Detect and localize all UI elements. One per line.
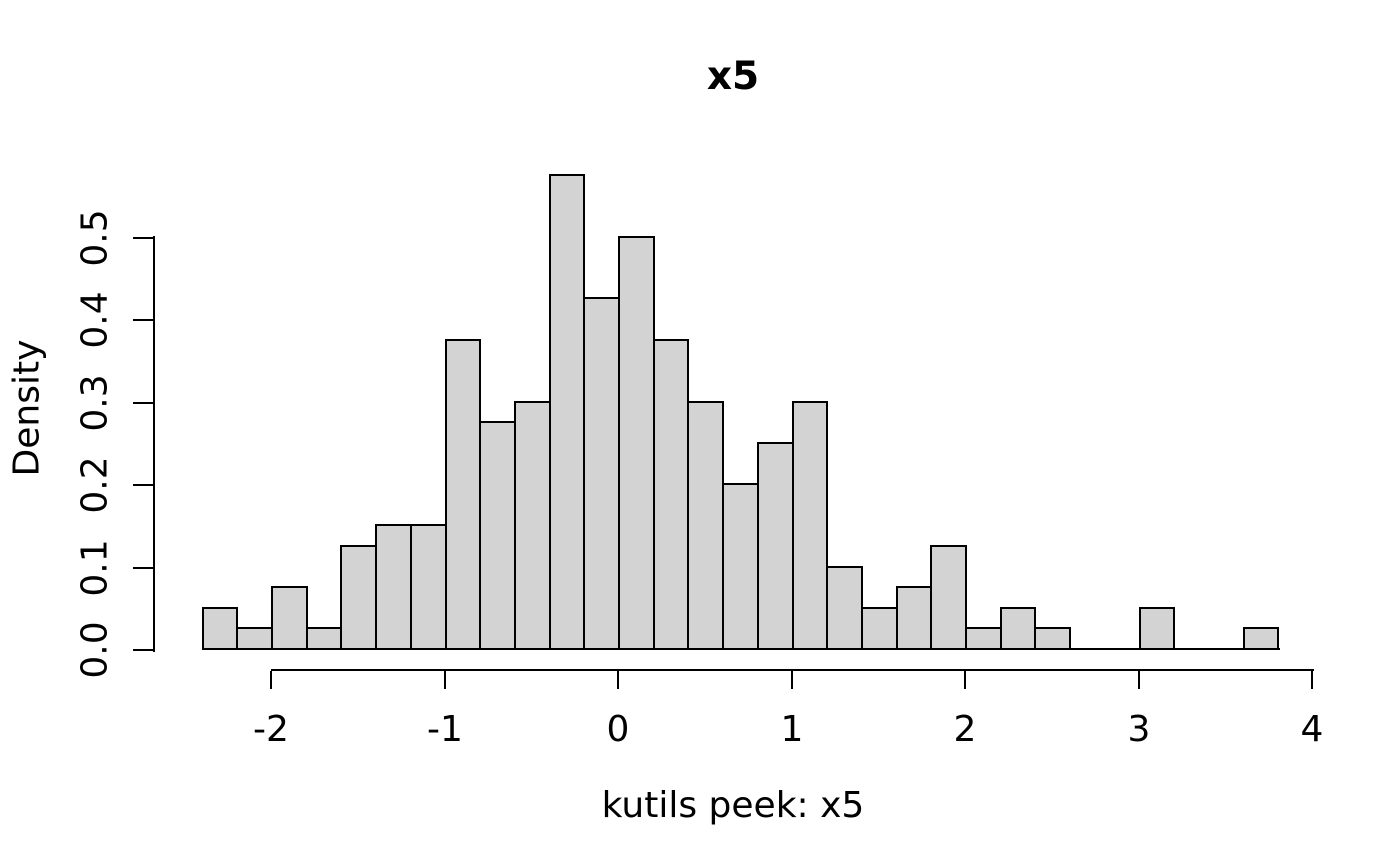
y-tick-mark	[133, 484, 153, 486]
y-tick-mark	[133, 237, 153, 239]
histogram-bar	[549, 174, 585, 650]
y-tick-mark	[133, 319, 153, 321]
x-tick-label: 3	[1127, 709, 1151, 750]
histogram-bar	[1243, 627, 1279, 650]
x-tick-label: 4	[1300, 709, 1324, 750]
x-tick-mark	[964, 671, 966, 689]
histogram-bar	[792, 401, 828, 650]
histogram-bar	[202, 607, 238, 650]
histogram-bar	[410, 524, 447, 650]
histogram-bar	[306, 627, 342, 650]
chart-title: x5	[706, 54, 760, 99]
x-tick-mark	[1138, 671, 1140, 689]
x-axis-line	[271, 669, 1314, 671]
x-tick-label: 0	[606, 709, 630, 750]
x-tick-mark	[270, 671, 272, 689]
x-tick-mark	[444, 671, 446, 689]
histogram-bar	[479, 421, 516, 650]
y-tick-mark	[133, 649, 153, 651]
x-tick-mark	[617, 671, 619, 689]
histogram-bar	[1034, 627, 1071, 650]
histogram-bar	[965, 627, 1002, 650]
histogram-bar	[583, 297, 620, 650]
histogram-bar	[514, 401, 551, 650]
histogram-bar	[340, 545, 377, 650]
histogram-bar	[826, 566, 863, 650]
x-tick-mark	[791, 671, 793, 689]
y-axis-line	[153, 236, 155, 652]
histogram-bar	[930, 545, 967, 650]
histogram-bar	[722, 483, 759, 650]
y-tick-label: 0.1	[74, 539, 116, 597]
histogram-bar	[618, 236, 655, 650]
y-tick-mark	[133, 402, 153, 404]
histogram-bar	[896, 586, 932, 650]
y-tick-mark	[133, 567, 153, 569]
y-tick-label: 0.3	[74, 374, 116, 432]
histogram-bar	[236, 627, 273, 650]
histogram-bar	[445, 339, 481, 650]
y-tick-label: 0.0	[74, 621, 116, 679]
histogram-bar	[861, 607, 898, 650]
x-tick-label: -2	[253, 709, 289, 750]
histogram-bar	[1000, 607, 1036, 650]
x-tick-label: -1	[427, 709, 463, 750]
x-axis-title: kutils peek: x5	[601, 785, 865, 826]
x-tick-mark	[1311, 671, 1313, 689]
histogram-bar	[687, 401, 724, 650]
histogram-bar	[1139, 607, 1175, 650]
y-tick-label: 0.4	[74, 291, 116, 349]
x-tick-label: 1	[780, 709, 804, 750]
y-axis-title: Density	[6, 339, 48, 477]
histogram-bar	[653, 339, 689, 650]
x-tick-label: 2	[953, 709, 977, 750]
histogram-bar	[757, 442, 794, 650]
y-tick-label: 0.5	[74, 209, 116, 267]
y-tick-label: 0.2	[74, 456, 116, 514]
histogram-bar	[271, 586, 308, 650]
histogram-bar	[375, 524, 412, 650]
